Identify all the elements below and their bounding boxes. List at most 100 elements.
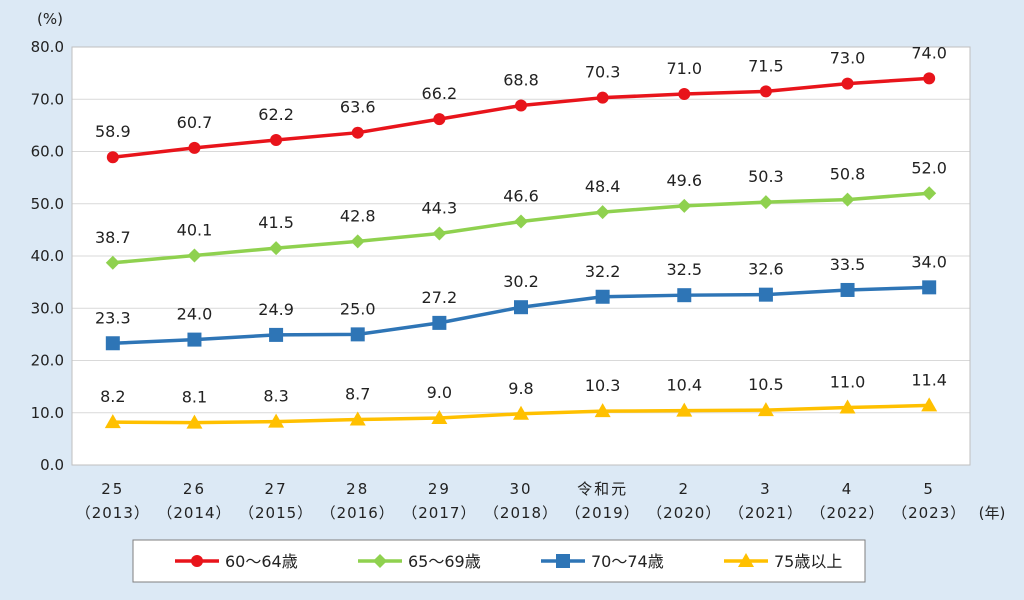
data-point (433, 113, 446, 126)
data-point (350, 234, 365, 249)
x-tick-label-year: （2022） (810, 504, 884, 522)
data-label: 49.6 (666, 171, 702, 190)
legend-marker (373, 554, 387, 568)
data-point (596, 91, 609, 104)
data-point (269, 327, 284, 342)
x-axis-unit: (年) (979, 504, 1006, 522)
data-label: 70.3 (585, 63, 621, 82)
data-point (678, 88, 691, 101)
data-point (595, 289, 610, 304)
x-tick-label: 27 (265, 480, 288, 498)
data-point (186, 414, 203, 429)
data-label: 32.5 (666, 260, 702, 279)
data-label: 71.0 (666, 59, 702, 78)
data-label: 8.1 (182, 388, 207, 407)
data-label: 8.2 (100, 387, 125, 406)
data-point (839, 399, 856, 414)
y-tick-label: 10.0 (31, 404, 64, 422)
data-label: 60.7 (177, 113, 213, 132)
data-label: 34.0 (911, 252, 947, 271)
series-group (105, 186, 937, 270)
data-label: 63.6 (340, 98, 376, 117)
data-label: 58.9 (95, 122, 131, 141)
series-lines (104, 72, 938, 429)
data-point (840, 282, 855, 297)
data-label: 52.0 (911, 158, 947, 177)
data-point (351, 126, 364, 139)
data-point (432, 315, 447, 330)
data-label: 62.2 (258, 105, 294, 124)
y-tick-label: 70.0 (31, 90, 64, 108)
data-point (268, 413, 285, 428)
y-tick-label: 30.0 (31, 299, 64, 317)
data-labels: 58.9 60.7 62.2 63.6 66.2 68.8 70.3 71.0 71.5 73.0… (95, 43, 947, 406)
data-point (923, 72, 936, 85)
data-point (104, 414, 121, 429)
legend-item: 65～69歳 (358, 552, 481, 571)
data-label: 40.1 (177, 220, 213, 239)
legend-label: 60～64歳 (225, 552, 298, 571)
data-label: 42.8 (340, 206, 376, 225)
series-group (105, 280, 937, 351)
x-tick-label: 26 (183, 480, 206, 498)
data-point (841, 77, 854, 90)
x-tick-label-year: （2023） (892, 504, 966, 522)
x-tick-label-year: （2013） (76, 504, 150, 522)
x-tick-label-year: （2020） (647, 504, 721, 522)
data-point (514, 300, 528, 315)
data-label: 50.3 (748, 167, 784, 186)
series-group (104, 397, 938, 429)
data-point (106, 151, 119, 164)
data-point (514, 214, 528, 229)
plot-border (71, 46, 971, 466)
x-tick-label: 30 (509, 480, 532, 498)
legend-marker (556, 554, 570, 568)
x-tick-label-year: （2015） (239, 504, 313, 522)
data-point (757, 402, 774, 417)
legend-item: 75歳以上 (724, 552, 842, 571)
data-label: 11.4 (911, 370, 947, 389)
data-point (349, 411, 366, 426)
legend-item: 70～74歳 (541, 552, 664, 571)
data-point (922, 186, 937, 201)
data-point (269, 241, 284, 256)
data-point (676, 402, 693, 417)
x-tick-label: 29 (428, 480, 451, 498)
data-label: 44.3 (422, 199, 458, 218)
data-point (105, 336, 120, 351)
x-tick-label: 5 (923, 480, 935, 498)
x-tick-label-year: （2018） (484, 504, 558, 522)
data-label: 24.0 (177, 305, 213, 324)
x-tick-label: 3 (760, 480, 772, 498)
legend-marker (738, 553, 754, 567)
data-label: 25.0 (340, 299, 376, 318)
data-label: 38.7 (95, 228, 131, 247)
data-label: 30.2 (503, 272, 539, 291)
y-axis-unit: (%) (37, 10, 63, 28)
data-label: 27.2 (422, 288, 458, 307)
y-tick-label: 60.0 (31, 143, 64, 161)
data-label: 41.5 (258, 213, 294, 232)
data-point (677, 198, 692, 213)
legend-item: 60～64歳 (175, 552, 298, 571)
data-point (270, 134, 283, 147)
data-point (350, 327, 365, 342)
data-label: 10.4 (666, 376, 702, 395)
legend-label: 70～74歳 (591, 552, 664, 571)
data-point (431, 409, 448, 424)
x-tick-label-year: （2017） (402, 504, 476, 522)
x-tick-label: 25 (101, 480, 124, 498)
data-point (594, 403, 611, 418)
data-point (677, 288, 692, 303)
data-point (513, 405, 529, 420)
x-tick-label-year: （2019） (566, 504, 640, 522)
data-label: 9.0 (427, 383, 452, 402)
data-label: 73.0 (830, 49, 866, 68)
y-tick-label: 0.0 (40, 456, 64, 474)
x-tick-label-year: （2021） (729, 504, 803, 522)
data-label: 68.8 (503, 71, 539, 90)
x-tick-label-year: （2014） (157, 504, 231, 522)
data-label: 10.5 (748, 375, 784, 394)
x-tick-label: 令和元 (577, 480, 628, 498)
